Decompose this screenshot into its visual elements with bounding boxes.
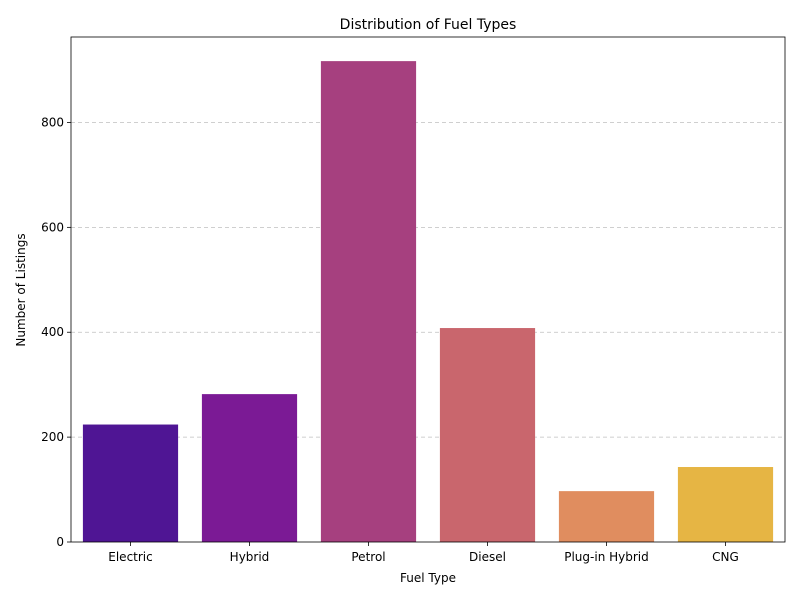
bar-electric <box>82 424 179 542</box>
x-tick-label: Diesel <box>469 550 506 564</box>
y-tick-label: 200 <box>41 430 64 444</box>
x-tick-label: Petrol <box>351 550 385 564</box>
y-tick-label: 400 <box>41 325 64 339</box>
bar-cng <box>677 467 774 542</box>
plot-frame <box>70 36 786 543</box>
x-tick-label: Plug-in Hybrid <box>564 550 649 564</box>
y-axis-label: Number of Listings <box>14 233 28 346</box>
x-tick-label: Electric <box>108 550 152 564</box>
grid-layer <box>71 122 785 438</box>
y-tick-label: 600 <box>41 220 64 234</box>
bar-layer <box>82 61 774 543</box>
bar-hybrid <box>201 394 298 542</box>
x-tick-label: CNG <box>712 550 739 564</box>
bar-diesel <box>439 328 536 542</box>
chart-title: Distribution of Fuel Types <box>340 17 517 33</box>
bar-plug-in-hybrid <box>558 491 655 542</box>
y-tick-label: 800 <box>41 115 64 129</box>
bar-petrol <box>320 61 417 543</box>
y-tick-label: 0 <box>56 535 64 549</box>
x-tick-label: Hybrid <box>230 550 270 564</box>
x-axis-label: Fuel Type <box>400 571 456 585</box>
axis-layer: 0 200 400 600 800 Electric Hybrid Petrol Diesel P… <box>41 36 786 564</box>
